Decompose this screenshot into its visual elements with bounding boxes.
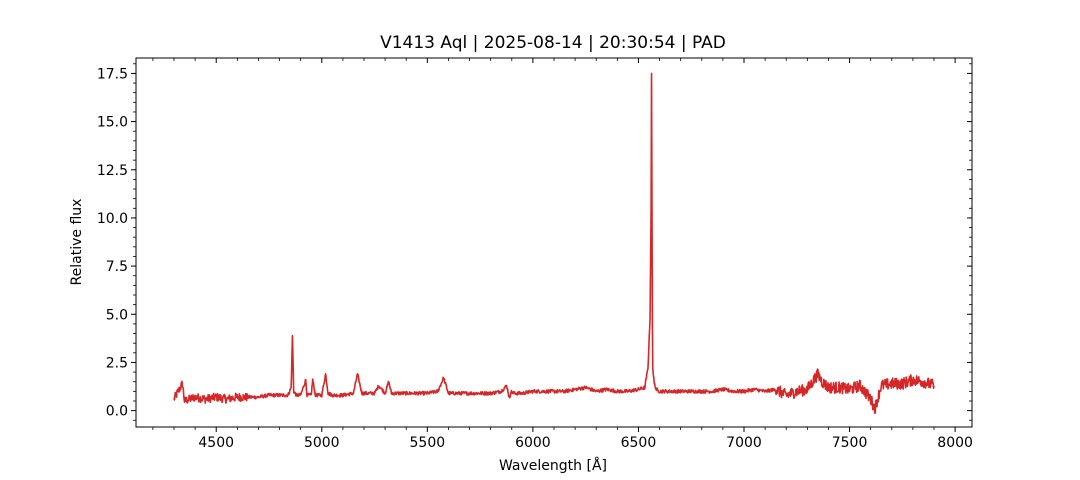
plot-frame bbox=[135, 57, 973, 428]
x-axis-title: Wavelength [Å] bbox=[499, 457, 607, 474]
y-tick-label: 5.0 bbox=[106, 307, 128, 323]
y-tick-label: 12.5 bbox=[97, 163, 128, 179]
y-tick-label: 2.5 bbox=[106, 355, 128, 371]
x-tick-label: 6000 bbox=[515, 435, 551, 451]
spectrum-layer bbox=[173, 72, 935, 415]
y-axis: 0.0 2.5 5.0 7.5 10.0 12.5 15.0 17.5 bbox=[97, 63, 972, 421]
y-tick-label: 15.0 bbox=[97, 115, 128, 131]
x-tick-label: 8000 bbox=[937, 435, 973, 451]
y-tick-label: 0.0 bbox=[106, 404, 128, 420]
x-tick-label: 5500 bbox=[410, 435, 446, 451]
y-tick-label: 17.5 bbox=[97, 66, 128, 82]
x-tick-label: 7500 bbox=[832, 435, 868, 451]
x-tick-label: 5000 bbox=[304, 435, 340, 451]
chart-title: V1413 Aql | 2025-08-14 | 20:30:54 | PAD bbox=[380, 33, 726, 53]
spectrum-series-line bbox=[173, 72, 935, 415]
y-tick-label: 7.5 bbox=[106, 259, 128, 275]
y-tick-label: 10.0 bbox=[97, 211, 128, 227]
x-tick-label: 4500 bbox=[198, 435, 234, 451]
x-tick-label: 7000 bbox=[726, 435, 762, 451]
x-tick-label: 6500 bbox=[621, 435, 657, 451]
y-axis-title: Relative flux bbox=[69, 199, 85, 286]
x-axis: 4500 5000 5500 6000 6500 7000 7500 8000 bbox=[152, 58, 973, 451]
